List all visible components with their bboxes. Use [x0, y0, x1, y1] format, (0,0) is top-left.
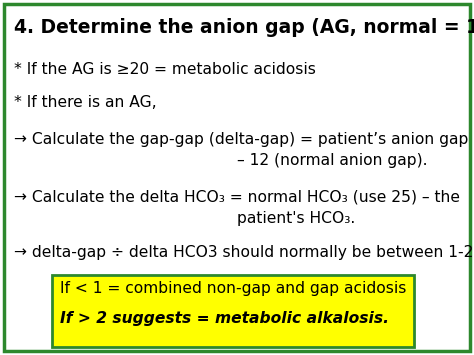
Text: If > 2 suggests = metabolic alkalosis.: If > 2 suggests = metabolic alkalosis. — [60, 311, 389, 326]
FancyBboxPatch shape — [52, 275, 414, 347]
Text: * If there is an AG,: * If there is an AG, — [14, 95, 156, 110]
Text: patient's HCO₃.: patient's HCO₃. — [237, 211, 355, 226]
FancyBboxPatch shape — [4, 4, 470, 351]
Text: → Calculate the delta HCO₃ = normal HCO₃ (use 25) – the: → Calculate the delta HCO₃ = normal HCO₃… — [14, 190, 460, 205]
Text: * If the AG is ≥20 = metabolic acidosis: * If the AG is ≥20 = metabolic acidosis — [14, 62, 316, 77]
Text: If < 1 = combined non-gap and gap acidosis: If < 1 = combined non-gap and gap acidos… — [60, 281, 406, 296]
Text: – 12 (normal anion gap).: – 12 (normal anion gap). — [237, 153, 428, 168]
Text: → Calculate the gap-gap (delta-gap) = patient’s anion gap: → Calculate the gap-gap (delta-gap) = pa… — [14, 132, 468, 147]
Text: 4. Determine the anion gap (AG, normal = 12).: 4. Determine the anion gap (AG, normal =… — [14, 18, 474, 37]
Text: → delta-gap ÷ delta HCO3 should normally be between 1-2: → delta-gap ÷ delta HCO3 should normally… — [14, 245, 474, 260]
